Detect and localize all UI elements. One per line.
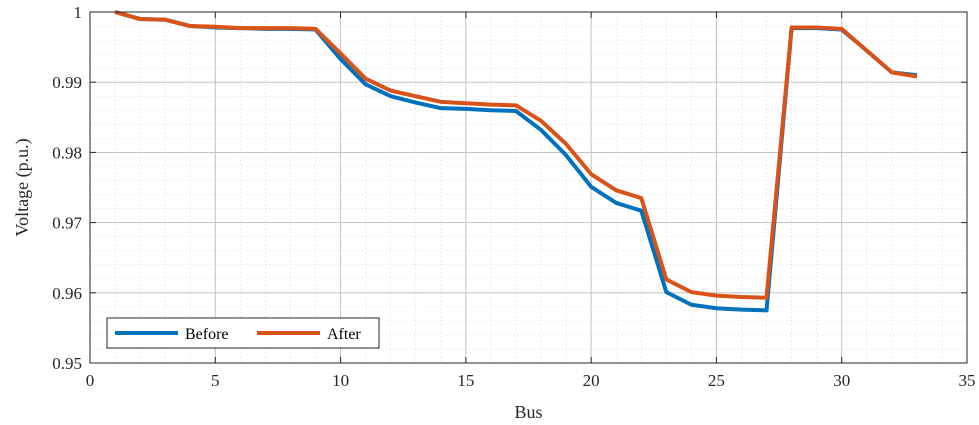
- x-tick-label: 30: [833, 371, 850, 390]
- series-line-after: [114, 10, 918, 300]
- legend-label-before: Before: [185, 326, 229, 343]
- x-tick-label: 20: [583, 371, 600, 390]
- legend: Before After: [106, 317, 380, 349]
- y-tick-label: 1: [74, 3, 83, 22]
- x-tick-labels: 0 5 10 15 20 25 30 35: [86, 371, 976, 390]
- y-tick-label: 0.96: [52, 284, 82, 303]
- x-tick-label: 35: [959, 371, 976, 390]
- y-tick-labels: 0.95 0.96 0.97 0.98 0.99 1: [52, 3, 82, 373]
- series-layer: [114, 10, 918, 313]
- y-tick-label: 0.98: [52, 143, 82, 162]
- plot-frame: [89, 11, 968, 364]
- y-tick-label: 0.95: [52, 354, 82, 373]
- x-axis-label: Bus: [514, 402, 542, 422]
- x-tick-label: 0: [86, 371, 95, 390]
- y-tick-label: 0.97: [52, 214, 82, 233]
- tick-marks: [89, 11, 968, 364]
- plot-background: [90, 12, 967, 363]
- x-tick-label: 5: [211, 371, 220, 390]
- x-tick-label: 25: [708, 371, 725, 390]
- legend-label-after: After: [327, 326, 361, 343]
- x-tick-label: 10: [332, 371, 349, 390]
- x-tick-label: 15: [457, 371, 474, 390]
- y-axis-label: Voltage (p.u.): [12, 138, 33, 236]
- y-tick-label: 0.99: [52, 73, 82, 92]
